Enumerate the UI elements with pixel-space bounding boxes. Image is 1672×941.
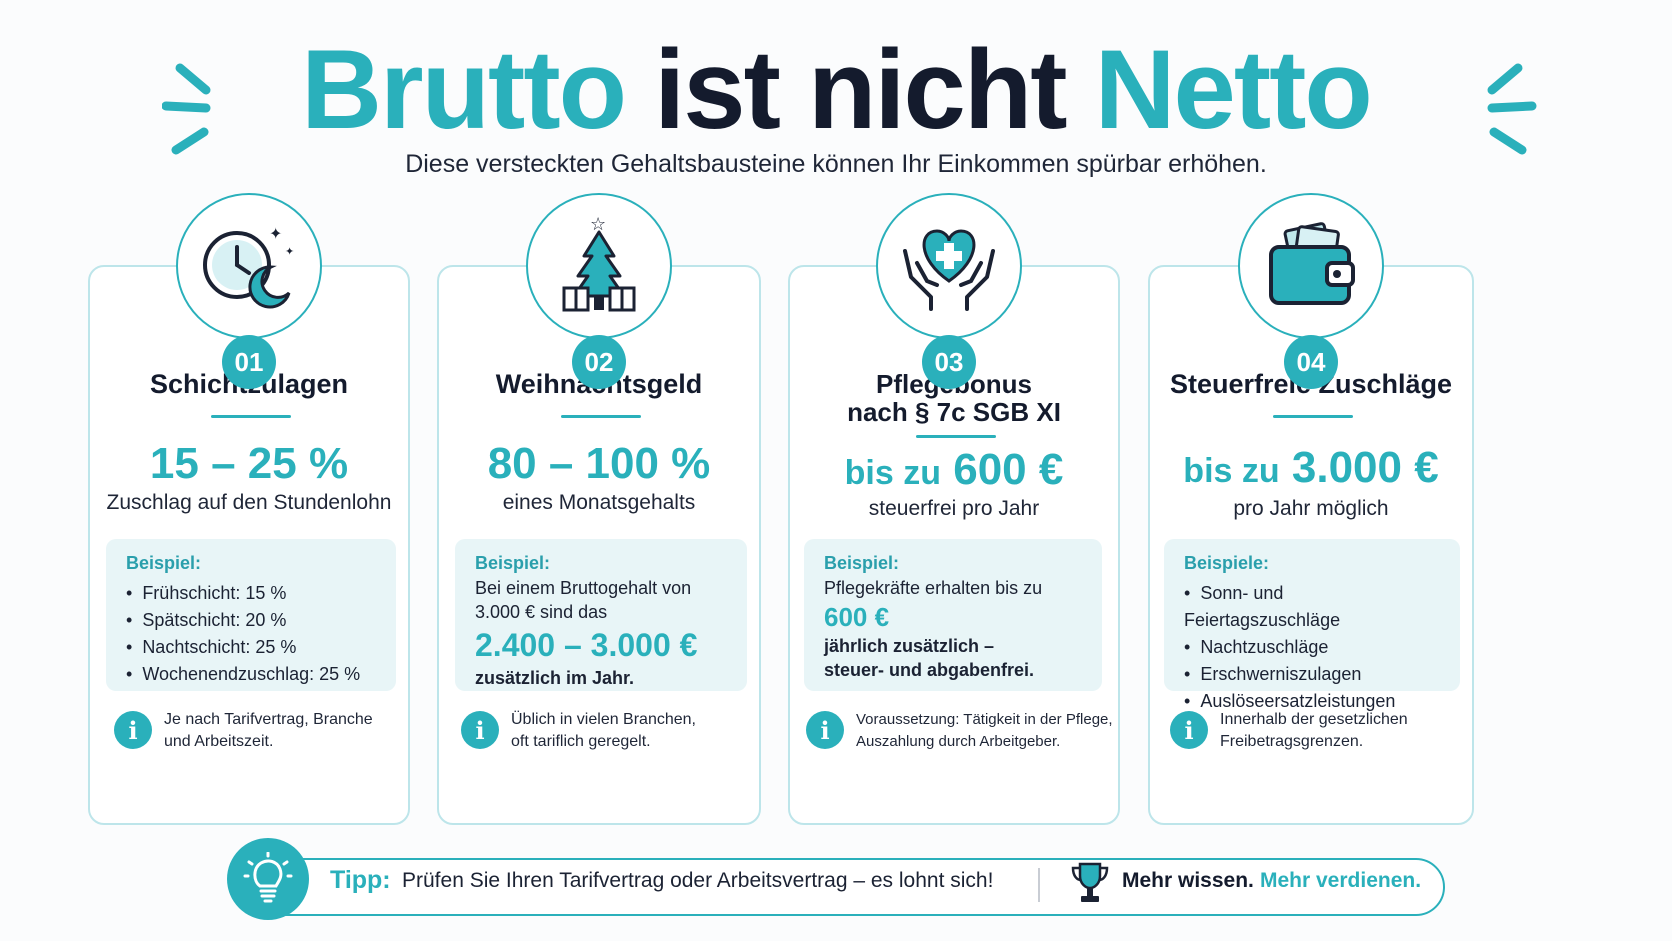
value-amount: 3.000 € bbox=[1291, 443, 1439, 492]
number-badge: 02 bbox=[572, 335, 626, 389]
number-badge: 03 bbox=[922, 335, 976, 389]
svg-text:✦: ✦ bbox=[285, 246, 294, 258]
page-title: Brutto ist nicht Netto bbox=[0, 30, 1672, 150]
example-label: Beispiel: bbox=[824, 553, 900, 573]
christmas-tree-gifts-icon: ☆ bbox=[526, 193, 672, 339]
hands-heart-cross-icon bbox=[876, 193, 1022, 339]
card-value: bis zu 3.000 € bbox=[1150, 443, 1472, 496]
tip-divider bbox=[1038, 868, 1040, 902]
number-badge: 01 bbox=[222, 335, 276, 389]
card-value: 15 – 25 % bbox=[149, 439, 349, 488]
list-item: Spätschicht: 20 % bbox=[126, 607, 376, 634]
example-box: Beispiel: Frühschicht: 15 % Spätschicht:… bbox=[106, 539, 396, 691]
example-text: Bei einem Bruttogehalt von 3.000 € sind … bbox=[475, 578, 692, 622]
card-note: i Üblich in vielen Branchen, oft tarifli… bbox=[461, 709, 741, 753]
list-item: Nachtschicht: 25 % bbox=[126, 634, 376, 661]
value-amount: 600 € bbox=[953, 445, 1064, 494]
svg-text:✦: ✦ bbox=[269, 226, 282, 243]
info-icon: i bbox=[806, 711, 844, 749]
card-note: i Je nach Tarifvertrag, Branche und Arbe… bbox=[114, 709, 394, 753]
tip-text: Prüfen Sie Ihren Tarifvertrag oder Arbei… bbox=[402, 869, 994, 892]
value-prefix: bis zu bbox=[844, 454, 941, 492]
trophy-icon bbox=[1071, 862, 1109, 902]
list-item: Nachtzuschläge bbox=[1184, 634, 1440, 661]
list-item: Auslöseersatzleistungen bbox=[1184, 688, 1440, 715]
tip-label: Tipp: bbox=[330, 866, 391, 894]
title-underline bbox=[561, 415, 641, 418]
card-value: 80 – 100 % bbox=[487, 439, 711, 488]
burst-right-icon bbox=[1487, 63, 1537, 155]
list-item: Wochenendzuschlag: 25 % bbox=[126, 661, 376, 688]
info-icon: i bbox=[1170, 711, 1208, 749]
note-text: Voraussetzung: Tätigkeit in der Pflege, … bbox=[856, 711, 1113, 750]
title-brutto: Brutto bbox=[301, 27, 627, 152]
title-underline bbox=[211, 415, 291, 418]
example-list: Frühschicht: 15 % Spätschicht: 20 % Nach… bbox=[126, 580, 376, 688]
example-value: 2.400 – 3.000 € bbox=[475, 627, 698, 663]
example-value: 600 € bbox=[824, 602, 890, 632]
tip-bar bbox=[240, 858, 1445, 916]
card-value-description: pro Jahr möglich bbox=[1233, 497, 1389, 520]
card-value-description: eines Monatsgehalts bbox=[502, 491, 696, 514]
example-box: Beispiel: Bei einem Bruttogehalt von 3.0… bbox=[455, 539, 747, 691]
title-underline bbox=[1273, 415, 1353, 418]
list-item: Sonn- und Feiertagszuschläge bbox=[1184, 580, 1440, 634]
example-text: jährlich zusätzlich – steuer- und abgabe… bbox=[824, 636, 1035, 680]
more-earnings-text: Mehr verdienen. bbox=[1260, 869, 1422, 892]
info-icon: i bbox=[114, 711, 152, 749]
more-knowledge-text: Mehr wissen. bbox=[1122, 869, 1254, 892]
example-label: Beispiele: bbox=[1184, 553, 1270, 573]
svg-text:☆: ☆ bbox=[590, 216, 606, 234]
card-note: i Innerhalb der gesetzlichen Freibetrags… bbox=[1170, 709, 1460, 753]
example-box: Beispiele: Sonn- und Feiertagszuschläge … bbox=[1164, 539, 1460, 711]
note-text: Üblich in vielen Branchen, oft tariflich… bbox=[511, 711, 696, 750]
burst-left-icon bbox=[162, 63, 211, 155]
title-underline bbox=[916, 435, 996, 438]
subtitle: Diese versteckten Gehaltsbausteine könne… bbox=[405, 150, 1267, 178]
card-subtitle: nach § 7c SGB XI bbox=[847, 397, 1061, 427]
list-item: Frühschicht: 15 % bbox=[126, 580, 376, 607]
value-prefix: bis zu bbox=[1183, 452, 1280, 490]
card-note: i Voraussetzung: Tätigkeit in der Pflege… bbox=[806, 709, 1116, 753]
example-text: Pflegekräfte erhalten bis zu bbox=[824, 578, 1043, 598]
card-value-description: Zuschlag auf den Stundenlohn bbox=[106, 491, 392, 514]
example-label: Beispiel: bbox=[475, 553, 551, 573]
wallet-icon bbox=[1238, 193, 1384, 339]
note-text: Je nach Tarifvertrag, Branche und Arbeit… bbox=[164, 711, 373, 750]
card-value-description: steuerfrei pro Jahr bbox=[868, 497, 1040, 520]
example-box: Beispiel: Pflegekräfte erhalten bis zu 6… bbox=[804, 539, 1102, 691]
list-item: Erschwerniszulagen bbox=[1184, 661, 1440, 688]
example-label: Beispiel: bbox=[126, 553, 202, 573]
lightbulb-icon bbox=[227, 838, 309, 920]
info-icon: i bbox=[461, 711, 499, 749]
title-ist-nicht: ist nicht bbox=[654, 27, 1067, 152]
card-value: bis zu 600 € bbox=[790, 445, 1118, 498]
number-badge: 04 bbox=[1284, 335, 1338, 389]
title-netto: Netto bbox=[1094, 27, 1373, 152]
example-list: Sonn- und Feiertagszuschläge Nachtzuschl… bbox=[1184, 580, 1440, 715]
card-weihnachtsgeld: Weihnachtsgeld 80 – 100 % eines Monatsge… bbox=[437, 265, 761, 825]
clock-moon-icon: ✦ ✦ bbox=[176, 193, 322, 339]
example-text: zusätzlich im Jahr. bbox=[475, 668, 635, 688]
note-text: Innerhalb der gesetzlichen Freibetragsgr… bbox=[1220, 711, 1408, 750]
